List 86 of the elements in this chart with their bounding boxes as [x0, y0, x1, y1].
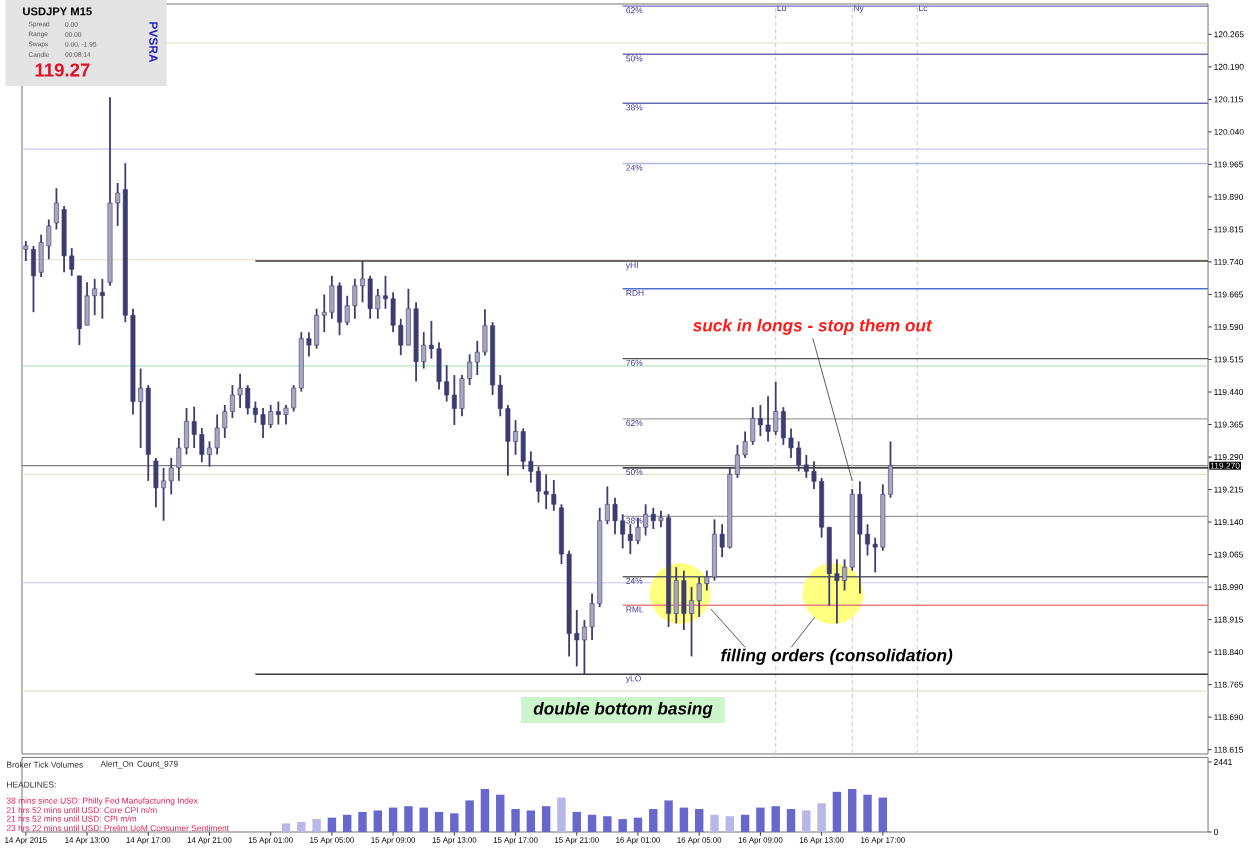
bar: [603, 816, 612, 832]
candlestick: [352, 277, 358, 320]
bar: [694, 809, 704, 832]
bar: [358, 811, 367, 832]
candlestick: [773, 381, 779, 436]
bar: [740, 814, 750, 832]
candlestick: [780, 406, 786, 446]
candlestick: [436, 341, 442, 391]
bar: [863, 794, 872, 832]
bar: [373, 810, 383, 832]
bar: [480, 788, 490, 832]
bar: [450, 813, 459, 832]
bar: [419, 807, 428, 832]
candlestick: [31, 245, 36, 314]
annotation: 119.27: [35, 63, 90, 77]
bar: [343, 814, 352, 832]
bar: [802, 810, 811, 832]
candlestick: [329, 274, 335, 320]
bar: [434, 811, 444, 832]
bar: [756, 807, 765, 832]
candlestick: [803, 453, 809, 479]
bar: [312, 819, 321, 832]
candlestick: [451, 374, 457, 426]
bar: [832, 791, 842, 832]
bar: [710, 814, 719, 832]
bar: [649, 809, 658, 832]
bar: [281, 823, 291, 832]
candlestick: [696, 576, 702, 618]
bar: [404, 806, 413, 832]
bar: [526, 810, 536, 832]
candlestick: [314, 307, 320, 350]
bar: [572, 811, 581, 832]
candlestick: [612, 496, 618, 536]
bar: [618, 819, 627, 832]
bar: [725, 816, 735, 832]
candlestick: [757, 404, 763, 438]
candlestick: [61, 205, 67, 274]
candlestick: [84, 281, 90, 327]
candlestick: [551, 479, 557, 512]
candlestick: [199, 427, 205, 464]
bar: [541, 806, 551, 832]
candlestick: [650, 506, 656, 530]
candlestick: [681, 569, 687, 631]
candlestick: [260, 407, 266, 439]
candlestick: [268, 404, 274, 429]
candlestick: [214, 413, 220, 456]
bar: [327, 817, 337, 832]
candlestick: [275, 400, 281, 426]
candlestick: [38, 233, 44, 279]
bar: [587, 814, 597, 832]
candlestick: [765, 395, 771, 443]
bar: [817, 803, 826, 832]
candlestick: [543, 473, 549, 510]
candlestick: [536, 465, 541, 504]
candlestick: [627, 523, 633, 556]
bar: [388, 807, 398, 832]
candlestick: [153, 457, 159, 509]
candlestick: [520, 427, 526, 471]
candlestick: [857, 480, 863, 595]
candlestick: [99, 277, 105, 320]
bar: [511, 809, 520, 832]
candlestick: [643, 503, 649, 537]
candlestick: [237, 372, 243, 409]
bar: [297, 821, 306, 832]
bar: [679, 807, 689, 832]
bar: [664, 800, 673, 832]
candlestick: [245, 384, 251, 416]
candlestick: [689, 586, 694, 658]
bar: [557, 797, 566, 832]
annotation: filling orders (consolidation): [721, 648, 953, 665]
bar: [771, 806, 780, 832]
bar: [848, 788, 857, 832]
bar: [633, 817, 643, 832]
candlestick: [367, 274, 373, 320]
candlestick: [712, 518, 717, 582]
candlestick: [191, 405, 197, 449]
bar: [496, 794, 505, 832]
bar: [786, 809, 796, 832]
annotation: double bottom basing: [533, 701, 713, 718]
annotation: suck in longs - stop them out: [692, 318, 933, 335]
bar: [878, 797, 888, 832]
candlestick: [161, 466, 167, 522]
bar: [465, 800, 474, 832]
candlestick: [360, 260, 365, 304]
candlestick: [796, 440, 802, 473]
candlestick: [337, 281, 342, 337]
